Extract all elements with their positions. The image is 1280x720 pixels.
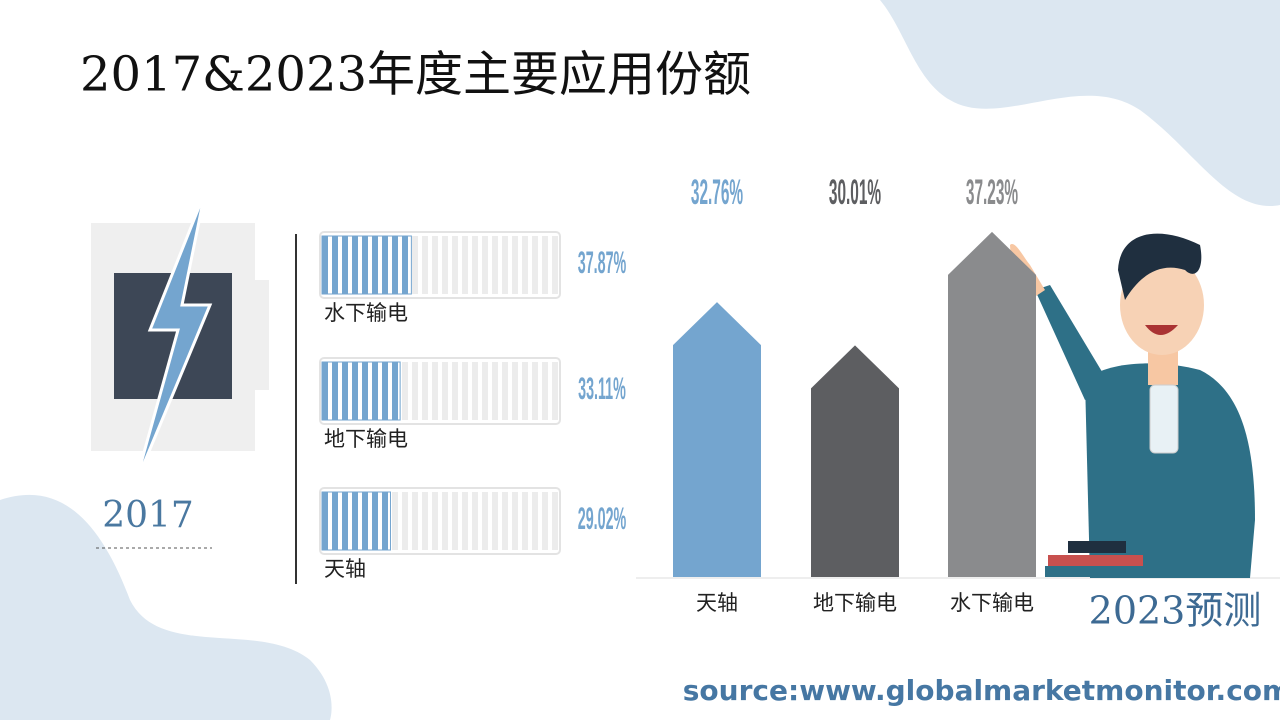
page-title: 2017&2023年度主要应用份额 (80, 47, 751, 103)
category-label: 地下输电 (324, 427, 408, 451)
icon-bolt (133, 191, 213, 486)
category-label: 水下输电 (324, 301, 408, 325)
value-label: 33.11% (578, 372, 626, 407)
x-tick-label: 地下输电 (813, 591, 897, 615)
x-tick-label: 水下输电 (950, 591, 1034, 615)
bg-blob (0, 494, 332, 720)
chart-title: 2023预测 (1089, 589, 1262, 633)
value-label: 37.23% (966, 173, 1018, 212)
value-label: 30.01% (829, 173, 881, 212)
illustration (1010, 233, 1255, 578)
bar (948, 231, 1036, 577)
bar (811, 345, 899, 577)
category-label: 天轴 (324, 557, 366, 581)
bar (321, 361, 401, 421)
bar (321, 235, 412, 295)
bar (673, 302, 761, 577)
icon-bg (255, 280, 269, 390)
bar (321, 491, 391, 551)
chart-title: 2017 (102, 495, 194, 536)
source: source:www.globalmarketmonitor.com (683, 674, 1280, 707)
value-label: 29.02% (578, 502, 626, 537)
x-tick-label: 天轴 (696, 591, 738, 615)
bg-blob (880, 0, 1280, 207)
value-label: 37.87% (578, 246, 626, 281)
value-label: 32.76% (691, 173, 743, 212)
